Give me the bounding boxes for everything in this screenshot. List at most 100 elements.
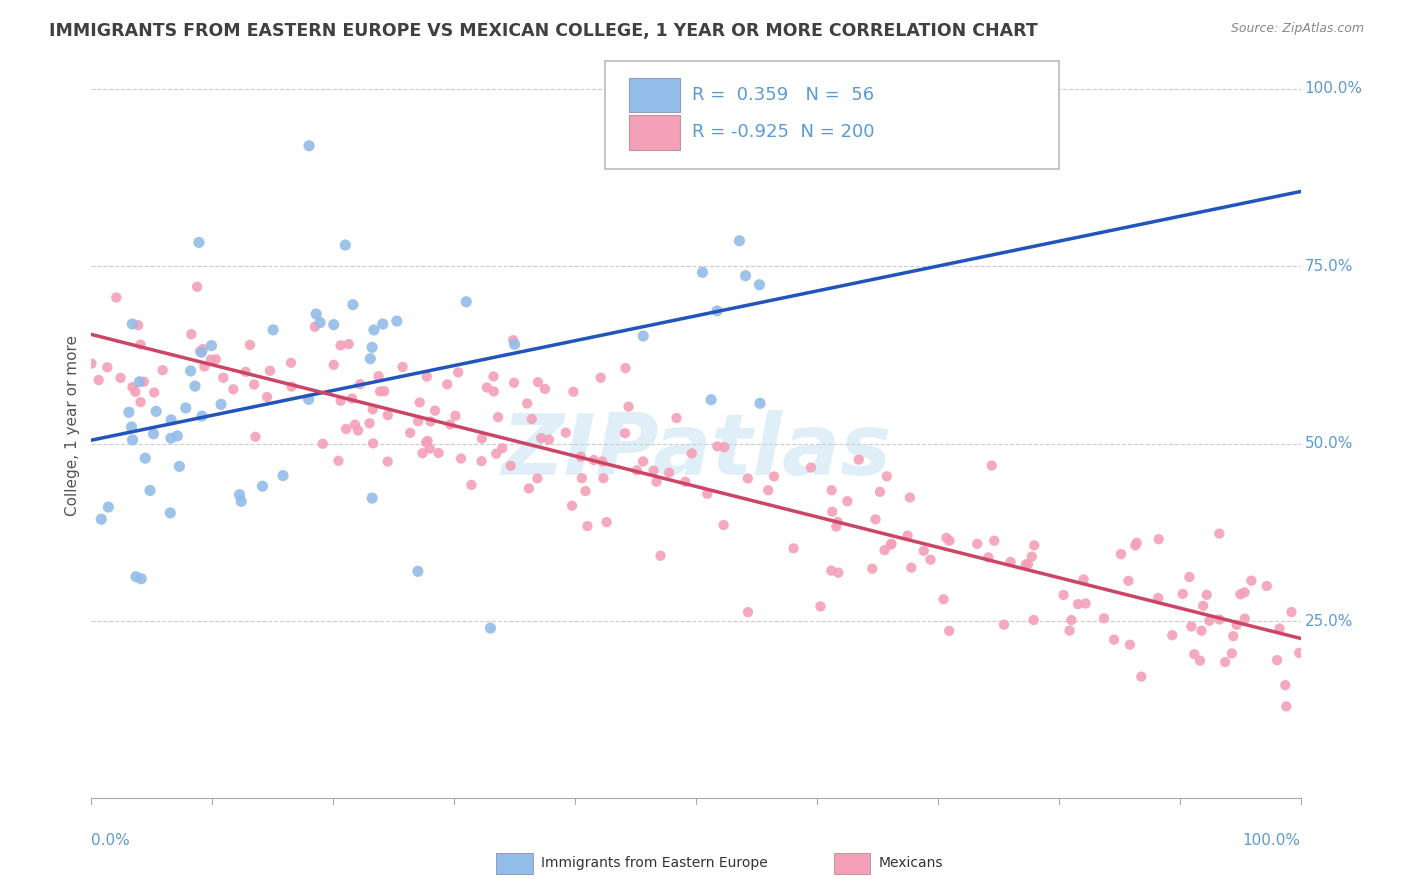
Point bbox=[228, 488, 250, 502]
Point bbox=[869, 484, 891, 499]
Point bbox=[700, 392, 723, 407]
Point bbox=[503, 337, 526, 351]
Point bbox=[1268, 622, 1291, 636]
Point bbox=[447, 365, 470, 379]
Point bbox=[865, 512, 887, 526]
Text: 50.0%: 50.0% bbox=[1305, 436, 1353, 451]
Point bbox=[938, 624, 960, 638]
Point bbox=[571, 471, 593, 485]
Point bbox=[820, 483, 842, 498]
Point bbox=[245, 430, 267, 444]
Point bbox=[128, 375, 150, 389]
Point bbox=[444, 409, 467, 423]
Point bbox=[517, 482, 540, 496]
Point bbox=[737, 471, 759, 485]
Point bbox=[371, 317, 394, 331]
Point bbox=[87, 373, 110, 387]
Point bbox=[1074, 597, 1097, 611]
Point bbox=[361, 491, 384, 505]
Point bbox=[121, 317, 143, 331]
Point bbox=[312, 436, 335, 450]
Text: 75.0%: 75.0% bbox=[1305, 259, 1353, 274]
Point bbox=[1229, 587, 1251, 601]
Point bbox=[322, 318, 344, 332]
Point bbox=[349, 377, 371, 392]
Point bbox=[1102, 632, 1125, 647]
Point bbox=[1060, 613, 1083, 627]
Point bbox=[298, 138, 321, 153]
Point bbox=[631, 454, 654, 468]
Point bbox=[127, 318, 149, 333]
Point bbox=[938, 533, 960, 548]
Point bbox=[412, 446, 434, 460]
Point bbox=[1288, 646, 1310, 660]
Point bbox=[631, 329, 654, 343]
Point bbox=[1195, 588, 1218, 602]
Text: 25.0%: 25.0% bbox=[1305, 614, 1353, 629]
Point bbox=[436, 377, 458, 392]
Point bbox=[1220, 646, 1243, 660]
Point bbox=[415, 435, 437, 450]
Point bbox=[419, 442, 441, 456]
Point bbox=[361, 340, 384, 354]
Point bbox=[344, 417, 367, 432]
Point bbox=[1191, 624, 1213, 638]
Point bbox=[439, 417, 461, 432]
Point bbox=[121, 420, 143, 434]
Point bbox=[756, 483, 779, 498]
Point bbox=[1274, 678, 1296, 692]
Point bbox=[706, 439, 728, 453]
Point bbox=[561, 499, 583, 513]
Point bbox=[329, 338, 352, 352]
Point bbox=[193, 359, 215, 374]
Point bbox=[527, 375, 550, 389]
Point bbox=[980, 458, 1002, 473]
Point bbox=[860, 562, 883, 576]
Point bbox=[337, 337, 360, 351]
Point bbox=[180, 327, 202, 342]
Point bbox=[485, 447, 508, 461]
Point bbox=[537, 433, 560, 447]
Point bbox=[188, 344, 211, 359]
Point bbox=[1125, 536, 1147, 550]
Point bbox=[322, 358, 344, 372]
Point bbox=[1222, 629, 1244, 643]
Point bbox=[1233, 585, 1256, 599]
Point bbox=[574, 483, 596, 498]
Point bbox=[713, 518, 735, 533]
Point bbox=[406, 414, 429, 428]
Point bbox=[209, 397, 232, 411]
Text: Mexicans: Mexicans bbox=[879, 856, 943, 871]
Point bbox=[900, 560, 922, 574]
Point bbox=[391, 359, 413, 374]
Point bbox=[235, 365, 257, 379]
Point bbox=[1213, 655, 1236, 669]
Point bbox=[530, 431, 553, 445]
Point bbox=[1281, 605, 1303, 619]
Point bbox=[367, 369, 389, 384]
Point bbox=[1017, 558, 1039, 572]
Point bbox=[827, 566, 849, 580]
Point bbox=[614, 361, 637, 376]
Point bbox=[96, 360, 118, 375]
Point bbox=[184, 379, 207, 393]
Point bbox=[212, 370, 235, 384]
Point bbox=[1275, 699, 1298, 714]
Point bbox=[408, 395, 430, 409]
Point bbox=[873, 543, 896, 558]
Text: 100.0%: 100.0% bbox=[1243, 833, 1301, 847]
Point bbox=[239, 338, 262, 352]
Point bbox=[554, 425, 576, 440]
Point bbox=[142, 426, 165, 441]
Text: 100.0%: 100.0% bbox=[1305, 81, 1362, 96]
Point bbox=[1015, 558, 1038, 572]
Point bbox=[650, 549, 672, 563]
Point bbox=[614, 426, 637, 441]
Point bbox=[204, 352, 226, 367]
Point bbox=[482, 369, 505, 384]
Text: 0.0%: 0.0% bbox=[91, 833, 131, 847]
Point bbox=[502, 333, 524, 347]
Point bbox=[222, 382, 245, 396]
Point bbox=[143, 385, 166, 400]
Point bbox=[470, 454, 492, 468]
